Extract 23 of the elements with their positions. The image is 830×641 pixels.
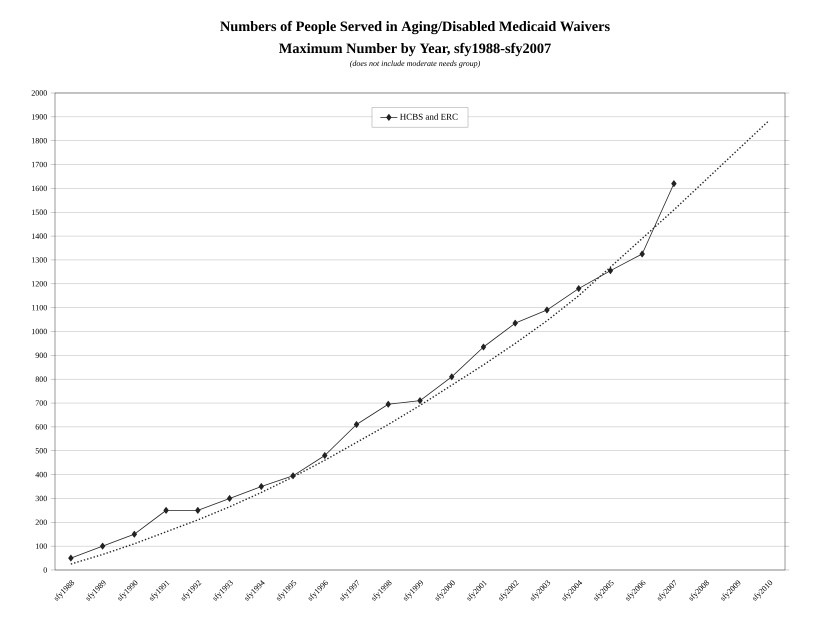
point <box>163 506 169 514</box>
point <box>544 306 550 314</box>
point <box>449 373 454 380</box>
point <box>354 421 360 428</box>
point <box>290 472 296 480</box>
point <box>100 542 106 550</box>
point <box>480 344 486 350</box>
point <box>386 400 391 408</box>
point <box>226 495 232 502</box>
point <box>322 452 328 459</box>
point <box>608 267 614 274</box>
point <box>576 285 582 292</box>
chart-title: Numbers of People Served in Aging/Disabled Medicaid Waivers <box>220 20 610 34</box>
point <box>512 320 518 327</box>
legend-label: HCBS and ERC <box>400 113 458 120</box>
point <box>68 554 74 562</box>
point <box>671 180 677 188</box>
point <box>258 483 264 490</box>
point <box>195 506 200 514</box>
point <box>132 530 137 538</box>
chart-subtitle: Maximum Number by Year, sfy1988-sfy2007 <box>279 42 551 56</box>
point <box>417 397 423 404</box>
point <box>640 250 645 258</box>
